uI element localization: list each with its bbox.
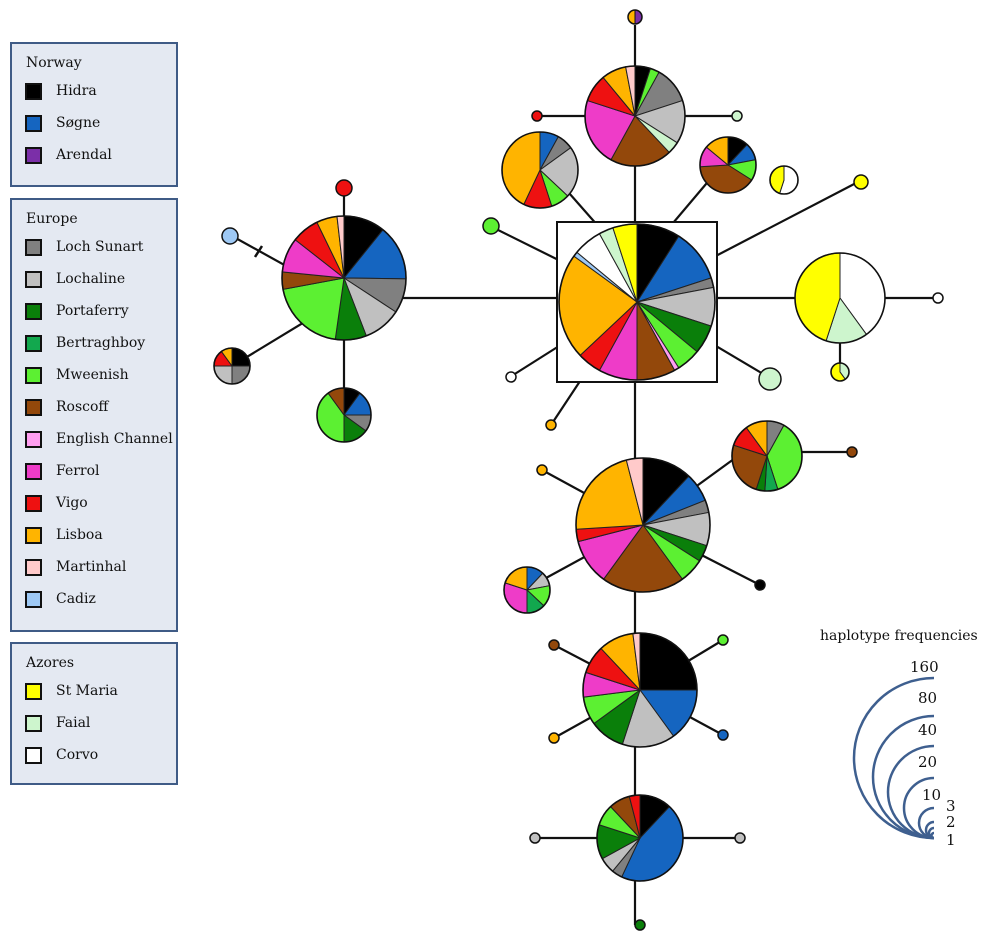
- swatch: [25, 682, 42, 700]
- haplotype-node: [846, 446, 858, 458]
- swatch: [25, 746, 42, 764]
- legend-item-mweenish: Mweenish: [12, 359, 176, 391]
- haplotype-node: [734, 832, 746, 844]
- swatch: [25, 398, 42, 416]
- legend-norway: Norway Hidra Søgne Arendal: [10, 42, 178, 187]
- legend-item-hidra: Hidra: [12, 75, 176, 107]
- legend-item-arendal: Arendal: [12, 139, 176, 171]
- legend-label: Loch Sunart: [56, 239, 144, 255]
- haplotype-node: [853, 174, 869, 190]
- haplotype-node: [536, 464, 548, 476]
- haplotype-node: [505, 371, 517, 383]
- haplotype-node: [221, 227, 239, 245]
- legend-item-loch-sunart: Loch Sunart: [12, 231, 176, 263]
- legend-label: Faial: [56, 715, 91, 731]
- legend-label: Corvo: [56, 747, 99, 763]
- swatch: [25, 366, 42, 384]
- legend-label: Lisboa: [56, 527, 103, 543]
- legend-item-portaferry: Portaferry: [12, 295, 176, 327]
- haplotype-node: [335, 179, 353, 197]
- swatch: [25, 238, 42, 256]
- legend-item-faial: Faial: [12, 707, 176, 739]
- scale-title: haplotype frequencies: [820, 628, 978, 644]
- haplotype-node-upper-right-outline: [699, 136, 757, 194]
- swatch: [25, 590, 42, 608]
- haplotype-node-central-outline: [558, 223, 716, 381]
- legend-item-ferrol: Ferrol: [12, 455, 176, 487]
- haplotype-node-lower-outline: [582, 632, 698, 748]
- legend-item-st-maria: St Maria: [12, 675, 176, 707]
- legend-europe: Europe Loch Sunart Lochaline Portaferry …: [10, 198, 178, 632]
- legend-item-bertraghboy: Bertraghboy: [12, 327, 176, 359]
- haplotype-node-small-left-middle-outline: [503, 566, 551, 614]
- swatch: [25, 270, 42, 288]
- haplotype-node-left-outline: [281, 215, 407, 341]
- legend-item-corvo: Corvo: [12, 739, 176, 771]
- legend-label: Portaferry: [56, 303, 129, 319]
- haplotype-node: [529, 832, 541, 844]
- legend-label: Ferrol: [56, 463, 100, 479]
- legend-label: Martinhal: [56, 559, 127, 575]
- legend-label: St Maria: [56, 683, 118, 699]
- legend-item-lisboa: Lisboa: [12, 519, 176, 551]
- legend-group-title: Azores: [26, 655, 75, 671]
- legend-label: Bertraghboy: [56, 335, 146, 351]
- haplotype-node: [731, 110, 743, 122]
- swatch: [25, 714, 42, 732]
- legend-item-english-channel: English Channel: [12, 423, 176, 455]
- haplotype-node-upper-left-outline: [501, 131, 579, 209]
- legend-label: Lochaline: [56, 271, 126, 287]
- legend-item-lochaline: Lochaline: [12, 263, 176, 295]
- legend-label: Cadiz: [56, 591, 96, 607]
- haplotype-node-left-lower-outline: [316, 387, 372, 443]
- swatch: [25, 302, 42, 320]
- swatch: [25, 494, 42, 512]
- haplotype-node-middle-outline: [575, 457, 711, 593]
- legend-item-roscoff: Roscoff: [12, 391, 176, 423]
- haplotype-node-faial-outline: [830, 362, 850, 382]
- haplotype-node-top-outline: [584, 65, 686, 167]
- haplotype-node: [758, 367, 782, 391]
- haplotype-node-top-tip: [627, 9, 643, 25]
- haplotype-node-corvo-outline: [769, 165, 799, 195]
- haplotype-node: [548, 732, 560, 744]
- haplotype-node: [634, 919, 646, 931]
- legend-label: Roscoff: [56, 399, 109, 415]
- haplotype-node-bottom-outline: [596, 794, 684, 882]
- haplotype-node: [545, 419, 557, 431]
- legend-label: Vigo: [56, 495, 88, 511]
- haplotype-node: [717, 634, 729, 646]
- legend-group-title: Europe: [26, 211, 78, 227]
- swatch: [25, 146, 42, 164]
- legend-item-cadiz: Cadiz: [12, 583, 176, 615]
- swatch: [25, 430, 42, 448]
- legend-item-sogne: Søgne: [12, 107, 176, 139]
- haplotype-node-right-outline: [794, 252, 886, 344]
- haplotype-node: [531, 110, 543, 122]
- legend-label: Hidra: [56, 83, 97, 99]
- legend-item-martinhal: Martinhal: [12, 551, 176, 583]
- swatch: [25, 114, 42, 132]
- haplotype-node-small-left-outline: [213, 347, 251, 385]
- legend-azores: Azores St Maria Faial Corvo: [10, 642, 178, 785]
- legend-item-vigo: Vigo: [12, 487, 176, 519]
- swatch: [25, 334, 42, 352]
- swatch: [25, 526, 42, 544]
- haplotype-node-right-middle-outline: [731, 420, 803, 492]
- haplotype-node: [482, 217, 500, 235]
- legend-group-title: Norway: [26, 55, 82, 71]
- swatch: [25, 558, 42, 576]
- legend-label: Søgne: [56, 115, 101, 131]
- haplotype-node: [717, 729, 729, 741]
- haplotype-node: [754, 579, 766, 591]
- legend-label: Mweenish: [56, 367, 129, 383]
- mutation-tick: [253, 245, 264, 258]
- swatch: [25, 462, 42, 480]
- haplotype-node: [548, 639, 560, 651]
- legend-label: English Channel: [56, 431, 173, 447]
- legend-label: Arendal: [56, 147, 112, 163]
- swatch: [25, 82, 42, 100]
- haplotype-node: [932, 292, 944, 304]
